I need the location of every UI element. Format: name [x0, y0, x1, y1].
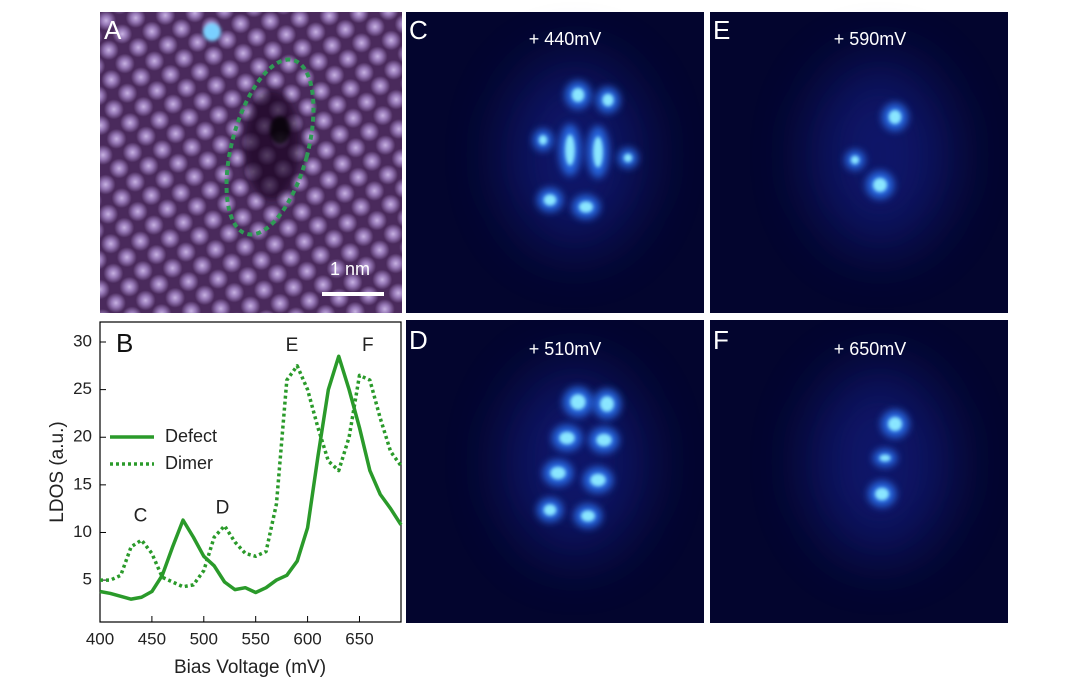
spot — [596, 433, 612, 447]
x-tick-label: 450 — [138, 629, 166, 648]
peak-annotation: E — [286, 335, 299, 356]
x-tick-label: 600 — [293, 629, 321, 648]
y-axis-title: LDOS (a.u.) — [47, 421, 68, 522]
scale-bar-label: 1 nm — [330, 259, 370, 279]
spot — [565, 134, 575, 166]
panel-label: F — [713, 325, 729, 355]
spot — [570, 394, 586, 410]
spot — [593, 136, 603, 168]
x-tick-label: 400 — [86, 629, 114, 648]
spot — [538, 135, 548, 145]
spot — [590, 473, 606, 487]
bias-label: + 510mV — [529, 339, 602, 359]
y-tick-label: 5 — [83, 570, 92, 589]
spot — [579, 201, 593, 213]
x-tick-label: 500 — [190, 629, 218, 648]
spot — [873, 178, 887, 192]
series-line — [99, 354, 403, 601]
panel-label: D — [409, 325, 428, 355]
legend-label: Defect — [165, 426, 217, 446]
spot — [888, 110, 902, 124]
series-line — [100, 364, 403, 589]
ldos-maps — [406, 12, 1008, 623]
spot — [850, 155, 860, 165]
stm-image — [100, 12, 402, 313]
panel-label: E — [713, 15, 730, 45]
panel-label: C — [409, 15, 428, 45]
spot — [571, 88, 585, 102]
spot — [888, 417, 902, 431]
spot — [875, 487, 889, 501]
y-tick-label: 20 — [73, 427, 92, 446]
panel-label: A — [104, 15, 122, 45]
spot — [543, 194, 557, 206]
bias-label: + 650mV — [834, 339, 907, 359]
spot — [600, 396, 614, 412]
spot — [581, 510, 595, 522]
panel-label: B — [116, 328, 133, 358]
legend-label: Dimer — [165, 453, 213, 473]
peak-annotation: D — [216, 498, 230, 519]
spot — [559, 431, 575, 445]
glow — [810, 60, 950, 250]
x-axis-title: Bias Voltage (mV) — [174, 657, 326, 678]
spot — [543, 504, 557, 516]
bias-label: + 440mV — [529, 29, 602, 49]
bias-label: + 590mV — [834, 29, 907, 49]
peak-annotation: F — [362, 335, 374, 356]
x-tick-label: 550 — [242, 629, 270, 648]
spot — [602, 93, 614, 107]
y-tick-label: 15 — [73, 474, 92, 493]
spot — [623, 153, 633, 163]
plot-frame — [99, 321, 402, 623]
spot — [879, 454, 891, 462]
y-tick-label: 30 — [73, 331, 92, 350]
x-tick-label: 650 — [345, 629, 373, 648]
spot — [550, 466, 566, 480]
y-tick-label: 10 — [73, 522, 92, 541]
peak-annotation: C — [134, 505, 148, 526]
y-tick-label: 25 — [73, 379, 92, 398]
